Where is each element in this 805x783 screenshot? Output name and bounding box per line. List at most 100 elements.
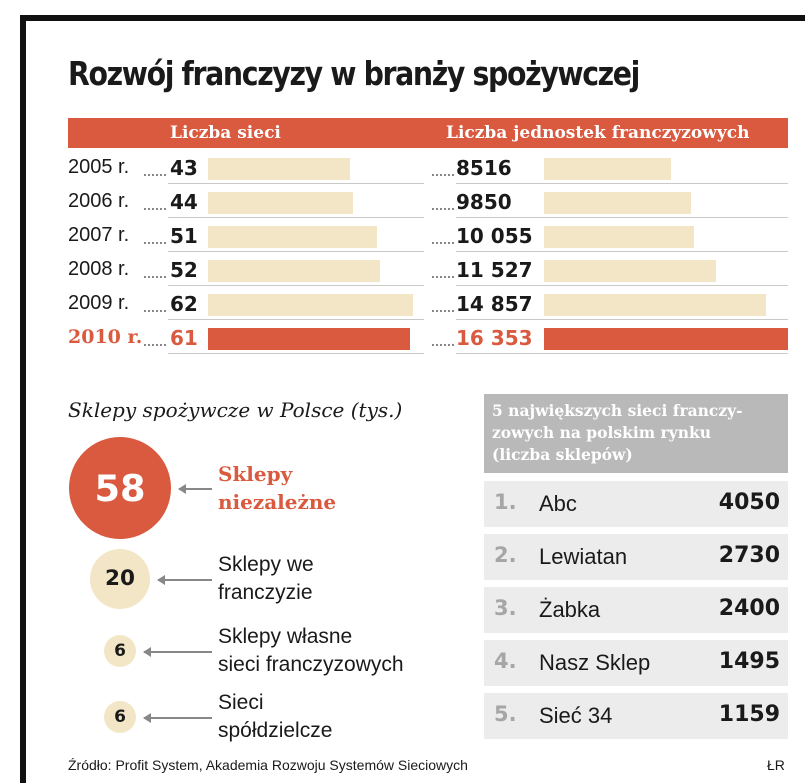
category-label: Sklepy we: [218, 553, 314, 576]
dot-leader: [432, 310, 454, 312]
top5-header: 5 największych sieci franczy- zowych na …: [484, 394, 788, 473]
network-name: Nasz Sklep: [539, 650, 651, 675]
store-count: 1495: [718, 649, 780, 674]
unit-count: 14 857: [456, 292, 533, 316]
rank-number: 4.: [494, 649, 517, 673]
network-count: 51: [170, 224, 198, 248]
rank-number: 1.: [494, 490, 517, 514]
unit-count: 16 353: [456, 326, 533, 350]
year-label: 2009 r.: [68, 292, 130, 314]
year-label: 2007 r.: [68, 224, 130, 246]
unit-bar: [544, 192, 691, 214]
row-rule: [168, 353, 424, 354]
header-units: Liczba jednostek franczyzowych: [446, 123, 750, 143]
dot-leader: [144, 344, 168, 346]
network-count: 52: [170, 258, 198, 282]
row-rule: [168, 319, 424, 320]
category-label: niezależne: [218, 490, 337, 514]
dot-leader: [144, 310, 168, 312]
unit-bar: [544, 328, 788, 350]
store-count: 2730: [718, 543, 780, 568]
unit-bar: [544, 260, 716, 282]
row-rule: [168, 285, 424, 286]
unit-count: 11 527: [456, 258, 533, 282]
network-name: Abc: [539, 491, 577, 516]
category-label: Sieci: [218, 691, 264, 714]
dot-leader: [432, 174, 454, 176]
chart-title: Rozwój franczyzy w branży spożywczej: [68, 54, 640, 93]
network-bar: [208, 294, 413, 316]
year-label: 2008 r.: [68, 258, 130, 280]
row-rule: [456, 353, 788, 354]
rank-number: 3.: [494, 596, 517, 620]
row-rule: [168, 217, 424, 218]
store-count: 1159: [718, 702, 780, 727]
dot-leader: [144, 208, 168, 210]
table-header-bar: Liczba sieci Liczba jednostek franczyzow…: [68, 118, 788, 148]
top5-title-line-3: (liczba sklepów): [492, 445, 633, 464]
category-label: spółdzielcze: [218, 719, 333, 742]
table-row: 1. Abc 4050: [484, 481, 788, 527]
frame-top-rule: [20, 15, 805, 21]
unit-count: 10 055: [456, 224, 533, 248]
unit-bar: [544, 226, 694, 248]
table-row: 2. Lewiatan 2730: [484, 534, 788, 580]
row-rule: [168, 183, 424, 184]
network-count: 61: [170, 326, 198, 350]
pointer-arrow: [178, 484, 212, 494]
dot-leader: [432, 208, 454, 210]
network-name: Żabka: [539, 597, 601, 622]
category-label: Sklepy: [218, 462, 293, 486]
table-row: 5. Sieć 34 1159: [484, 693, 788, 739]
dot-leader: [144, 276, 168, 278]
shops-subtitle: Sklepy spożywcze w Polsce (tys.): [68, 398, 403, 422]
value-circle: 6: [103, 700, 137, 734]
network-count: 43: [170, 156, 198, 180]
store-count: 2400: [718, 596, 780, 621]
network-count: 62: [170, 292, 198, 316]
network-bar: [208, 158, 350, 180]
unit-count: 9850: [456, 190, 512, 214]
category-label: franczyzie: [218, 581, 313, 604]
dot-leader: [432, 242, 454, 244]
row-rule: [456, 217, 788, 218]
table-row: 4. Nasz Sklep 1495: [484, 640, 788, 686]
value-circle: 6: [103, 634, 137, 668]
pointer-arrow: [143, 713, 212, 723]
top5-title-line-2: zowych na polskim rynku: [492, 423, 711, 442]
value-circle: 58: [69, 437, 171, 539]
network-bar: [208, 328, 410, 350]
table-row: 3. Żabka 2400: [484, 587, 788, 633]
frame-left-rule: [20, 15, 26, 783]
network-bar: [208, 192, 353, 214]
rank-number: 5.: [494, 702, 517, 726]
row-rule: [456, 251, 788, 252]
network-bar: [208, 260, 380, 282]
header-networks: Liczba sieci: [170, 123, 281, 143]
dot-leader: [432, 344, 454, 346]
top5-title-line-1: 5 największych sieci franczy-: [492, 401, 743, 420]
network-count: 44: [170, 190, 198, 214]
value-circle: 20: [90, 549, 150, 609]
year-label: 2006 r.: [68, 190, 130, 212]
row-rule: [456, 285, 788, 286]
network-name: Lewiatan: [539, 544, 628, 569]
author-credit: ŁR: [767, 757, 785, 773]
pointer-arrow: [156, 575, 212, 585]
unit-bar: [544, 158, 671, 180]
row-rule: [456, 183, 788, 184]
row-rule: [168, 251, 424, 252]
dot-leader: [144, 242, 168, 244]
network-bar: [208, 226, 377, 248]
unit-count: 8516: [456, 156, 512, 180]
year-label: 2010 r.: [68, 326, 143, 348]
store-count: 4050: [718, 490, 780, 515]
category-label: sieci franczyzowych: [218, 653, 404, 676]
network-name: Sieć 34: [539, 703, 613, 728]
row-rule: [456, 319, 788, 320]
pointer-arrow: [143, 647, 212, 657]
unit-bar: [544, 294, 766, 316]
source-note: Źródło: Profit System, Akademia Rozwoju …: [68, 757, 468, 773]
rank-number: 2.: [494, 543, 517, 567]
dot-leader: [144, 174, 168, 176]
